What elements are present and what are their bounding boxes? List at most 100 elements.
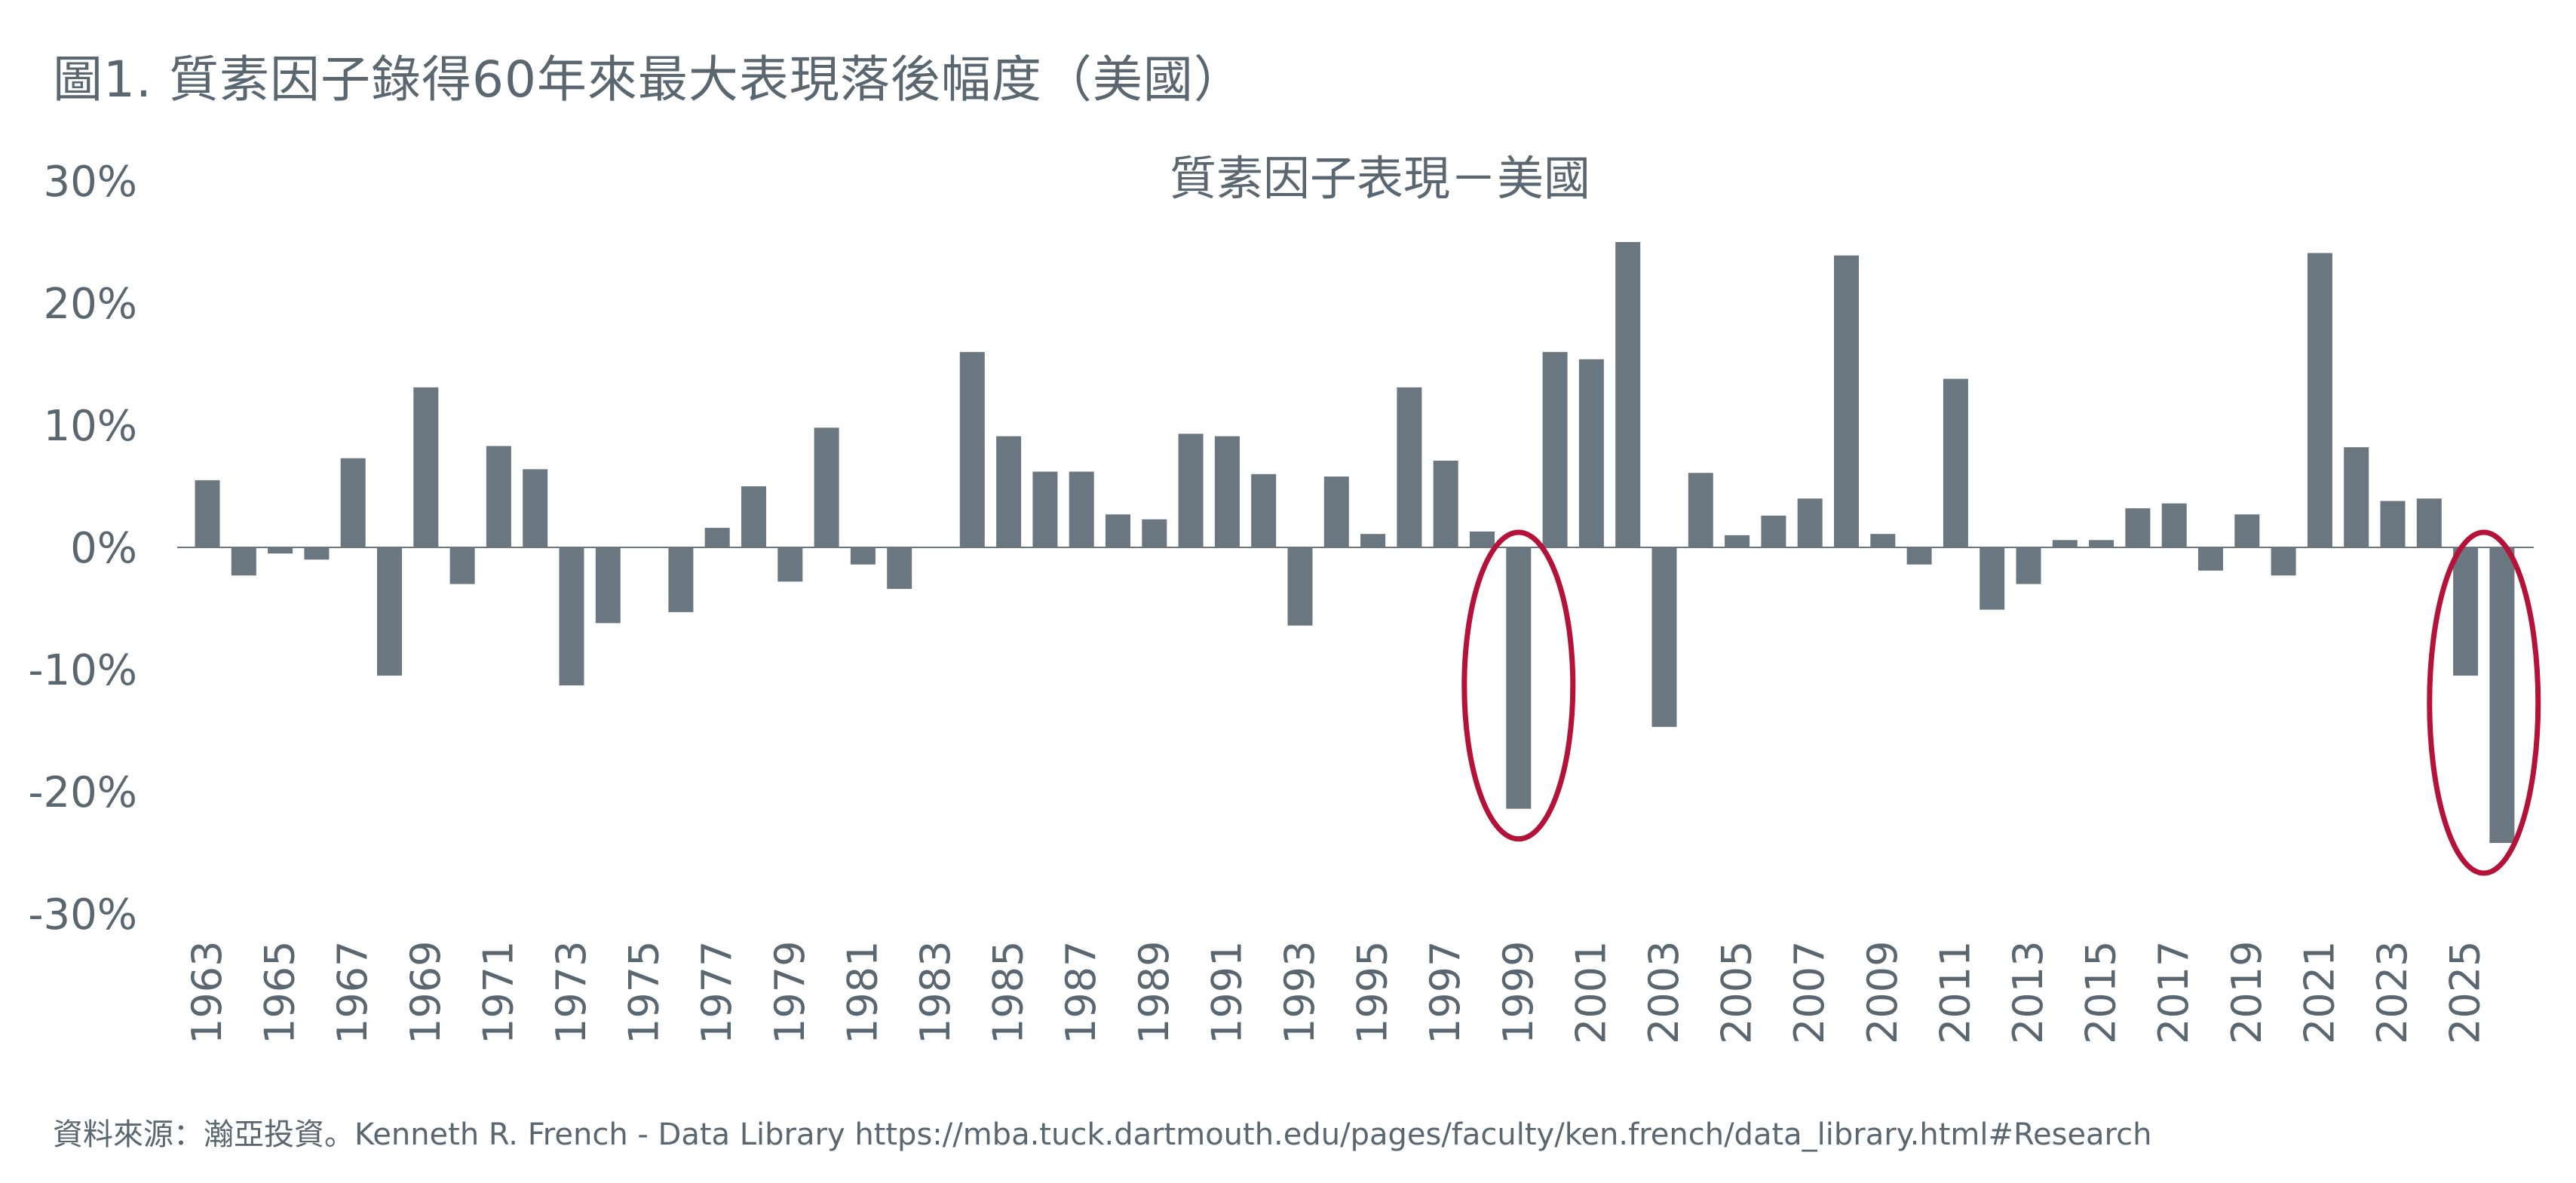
bar-2006 bbox=[1761, 515, 1786, 547]
bar-2012 bbox=[1980, 547, 2005, 610]
x-tick-label: 2009 bbox=[1859, 941, 1906, 1044]
bar-2022 bbox=[2344, 447, 2369, 547]
x-tick-label: 1991 bbox=[1203, 941, 1250, 1044]
x-tick-label: 2001 bbox=[1567, 941, 1615, 1044]
bar-2015 bbox=[2089, 540, 2114, 547]
bar-2011 bbox=[1943, 378, 1968, 547]
bars-group bbox=[195, 242, 2515, 844]
x-tick-label: 1965 bbox=[256, 941, 304, 1044]
bar-2021 bbox=[2307, 253, 2332, 547]
x-tick-label: 1975 bbox=[621, 941, 668, 1044]
bar-1996 bbox=[1397, 387, 1422, 547]
bar-2016 bbox=[2125, 508, 2151, 547]
x-tick-label: 2011 bbox=[1931, 941, 1979, 1044]
y-tick-label: -10% bbox=[28, 646, 137, 695]
bar-1993 bbox=[1287, 547, 1313, 626]
x-tick-label: 1995 bbox=[1349, 941, 1397, 1044]
bar-2024 bbox=[2416, 498, 2442, 547]
bar-1963 bbox=[195, 480, 220, 547]
bar-1986 bbox=[1032, 471, 1058, 547]
x-tick-label: 1963 bbox=[183, 941, 231, 1044]
bar-1997 bbox=[1433, 460, 1458, 547]
y-axis: 30% 20% 10% 0% -10% -20% -30% bbox=[28, 158, 137, 939]
bar-1994 bbox=[1323, 477, 1349, 547]
bar-1972 bbox=[523, 469, 548, 547]
bar-2014 bbox=[2052, 540, 2078, 547]
bar-1982 bbox=[887, 547, 912, 590]
chart-title: 質素因子表現－美國 bbox=[1170, 151, 1590, 206]
bar-2010 bbox=[1906, 547, 1932, 565]
bar-2020 bbox=[2271, 547, 2296, 576]
x-tick-label: 1969 bbox=[402, 941, 449, 1044]
highlight-circles bbox=[1461, 529, 2541, 876]
bar-1965 bbox=[268, 547, 293, 554]
bar-2017 bbox=[2161, 503, 2187, 547]
x-tick-label: 2003 bbox=[1640, 941, 1688, 1044]
bar-1999 bbox=[1506, 547, 1532, 809]
bar-2008 bbox=[1834, 255, 1859, 547]
x-tick-label: 1983 bbox=[912, 941, 959, 1044]
x-tick-label: 1989 bbox=[1130, 941, 1178, 1044]
x-tick-label: 1971 bbox=[474, 941, 522, 1044]
highlight-ellipse bbox=[2427, 529, 2541, 876]
bar-2004 bbox=[1688, 473, 1713, 547]
x-tick-label: 2015 bbox=[2078, 941, 2125, 1044]
bar-2023 bbox=[2380, 501, 2406, 547]
y-tick-label: -20% bbox=[28, 768, 137, 817]
bar-2019 bbox=[2234, 514, 2260, 547]
bar-1992 bbox=[1251, 474, 1277, 547]
bar-1984 bbox=[959, 351, 985, 547]
bar-2009 bbox=[1870, 534, 1896, 547]
x-axis: 1963 1965 1967 1969 1971 1973 1975 1977 1979 1981… bbox=[183, 941, 2489, 1044]
x-tick-label: 1967 bbox=[329, 941, 376, 1044]
bar-1981 bbox=[850, 547, 876, 565]
bar-1977 bbox=[704, 528, 730, 547]
x-tick-label: 1979 bbox=[766, 941, 814, 1044]
bar-2026 bbox=[2489, 547, 2515, 844]
x-tick-label: 1987 bbox=[1057, 941, 1105, 1044]
bar-1969 bbox=[413, 387, 439, 547]
bar-1987 bbox=[1069, 471, 1094, 547]
bar-2002 bbox=[1615, 242, 1641, 547]
bar-1971 bbox=[486, 446, 511, 547]
bar-1991 bbox=[1214, 436, 1240, 547]
x-tick-label: 1999 bbox=[1495, 941, 1542, 1044]
x-tick-label: 1997 bbox=[1421, 941, 1469, 1044]
bar-2013 bbox=[2016, 547, 2041, 584]
x-tick-label: 1973 bbox=[547, 941, 595, 1044]
bar-1970 bbox=[449, 547, 475, 584]
bar-1990 bbox=[1178, 434, 1204, 547]
x-tick-label: 2005 bbox=[1713, 941, 1761, 1044]
x-tick-label: 1985 bbox=[985, 941, 1032, 1044]
x-tick-label: 1981 bbox=[839, 941, 886, 1044]
figure-title: 圖1. 質素因子錄得60年來最大表現落後幅度（美國） bbox=[53, 51, 1244, 109]
y-tick-label: 20% bbox=[44, 280, 137, 329]
x-tick-label: 2007 bbox=[1786, 941, 1833, 1044]
bar-1968 bbox=[377, 547, 402, 676]
bar-2000 bbox=[1542, 351, 1568, 547]
bar-1967 bbox=[340, 458, 366, 547]
y-tick-label: 10% bbox=[44, 402, 137, 451]
x-tick-label: 2013 bbox=[2004, 941, 2052, 1044]
bar-1976 bbox=[668, 547, 694, 612]
x-tick-label: 2021 bbox=[2295, 941, 2343, 1044]
x-tick-label: 2017 bbox=[2150, 941, 2197, 1044]
bar-1973 bbox=[559, 547, 584, 686]
bar-1980 bbox=[814, 428, 839, 547]
x-tick-label: 2019 bbox=[2223, 941, 2271, 1044]
source-note: 資料來源：瀚亞投資。Kenneth R. French - Data Libra… bbox=[53, 1117, 2152, 1152]
bar-2018 bbox=[2198, 547, 2223, 571]
bar-2001 bbox=[1578, 359, 1604, 547]
bar-1979 bbox=[777, 547, 803, 582]
bar-1985 bbox=[996, 436, 1022, 547]
bar-2005 bbox=[1725, 535, 1750, 547]
y-tick-label: 30% bbox=[44, 158, 137, 207]
bar-1988 bbox=[1106, 514, 1130, 547]
y-tick-label: 0% bbox=[70, 524, 137, 573]
bar-1974 bbox=[595, 547, 621, 624]
bar-1978 bbox=[741, 486, 766, 547]
x-tick-label: 2025 bbox=[2442, 941, 2489, 1044]
bar-2025 bbox=[2453, 547, 2479, 676]
bar-1995 bbox=[1360, 534, 1386, 547]
